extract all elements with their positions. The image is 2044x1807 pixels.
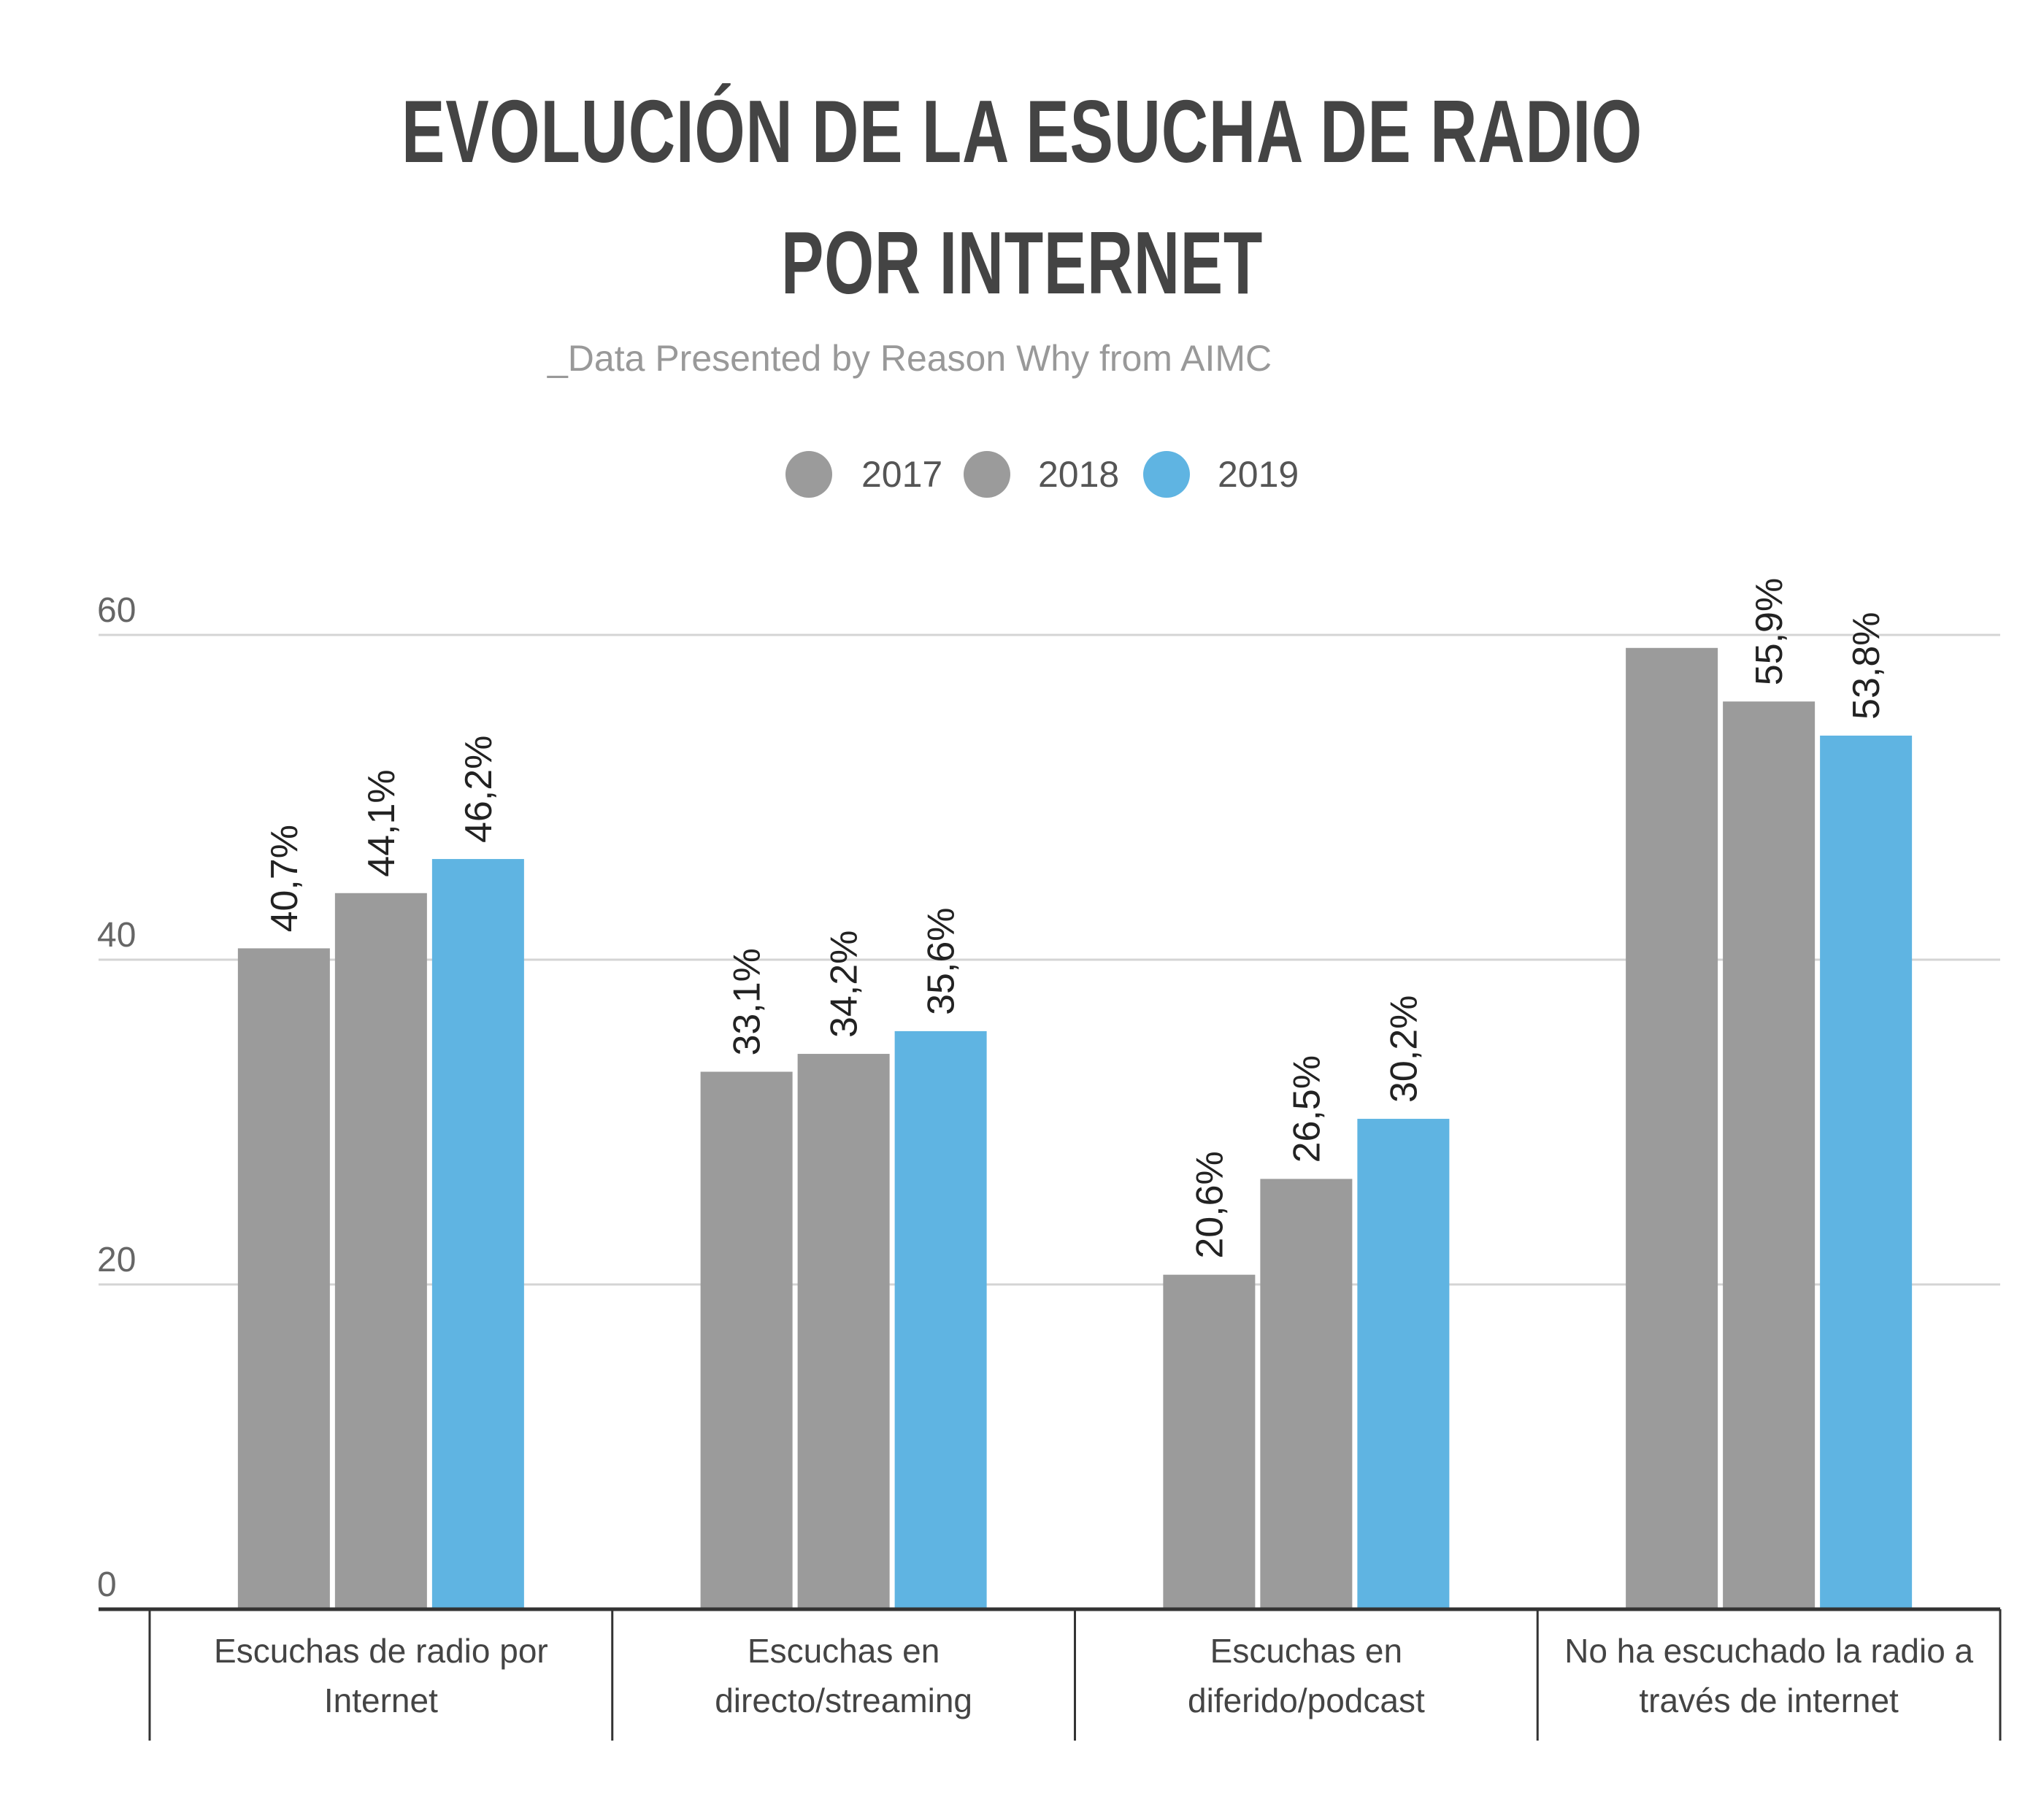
bars: 40,7% 44,1% 46,2% 33,1% 34,2% 35,6% 20,6% 26,5%… (237, 578, 1913, 1610)
legend-item-2018: 2018 (964, 451, 1119, 498)
bar-2017 (1626, 647, 1718, 1609)
legend-marker (785, 451, 832, 498)
bar-2019 (1357, 1119, 1450, 1609)
y-tick-label: 0 (97, 1565, 117, 1604)
x-category-label: Escuchas en diferido/podcast (1188, 1632, 1425, 1719)
y-tick-label: 60 (97, 591, 136, 630)
bar-2019 (431, 859, 524, 1609)
data-label: 20,6% (1188, 1151, 1231, 1258)
x-category-label: No ha escuchado la radio a través de inte… (1564, 1632, 1973, 1719)
bar-2017 (1163, 1274, 1256, 1609)
bar-group: 40,7% 44,1% 46,2% (237, 736, 524, 1609)
chart-title: EVOLUCIÓN DE LA ESUCHA DE RADIO POR INTE… (402, 82, 1642, 312)
data-label: 55,9% (1748, 578, 1791, 685)
x-category-label: Escuchas de radio por Internet (214, 1632, 548, 1719)
data-label: 34,2% (823, 931, 866, 1038)
data-label: 44,1% (361, 769, 403, 876)
chart-title-line-2: POR INTERNET (781, 213, 1263, 312)
data-label: 53,8% (1845, 612, 1888, 719)
data-label: 35,6% (921, 907, 963, 1014)
bar-group: 33,1% 34,2% 35,6% (700, 907, 987, 1609)
x-category-label: Escuchas en directo/streaming (715, 1632, 972, 1719)
data-label: 46,2% (458, 736, 500, 843)
bar-2019 (894, 1030, 987, 1609)
bar-group: 20,6% 26,5% 30,2% (1163, 995, 1450, 1609)
legend-label: 2017 (861, 454, 942, 495)
bar-2019 (1820, 735, 1913, 1610)
axes: Escuchas de radio por Internet Escuchas en… (99, 1607, 2002, 1741)
legend-item-2017: 2017 (785, 451, 942, 498)
data-label: 26,5% (1286, 1055, 1328, 1163)
bar-group: 55,9% 53,8% (1626, 578, 1913, 1610)
y-tick-label: 20 (97, 1241, 136, 1279)
bar-2017 (700, 1071, 793, 1609)
legend-item-2019: 2019 (1143, 451, 1299, 498)
legend: 2017 2018 2019 (785, 451, 1299, 498)
y-tick-label: 40 (97, 916, 136, 955)
legend-marker (1143, 451, 1190, 498)
legend-label: 2019 (1218, 454, 1299, 495)
chart-subtitle: _Data Presented by Reason Why from AIMC (547, 338, 1272, 379)
bar-2018 (797, 1054, 890, 1609)
bar-2018 (1260, 1179, 1353, 1609)
data-label: 40,7% (264, 825, 306, 932)
legend-marker (964, 451, 1010, 498)
chart-title-line-1: EVOLUCIÓN DE LA ESUCHA DE RADIO (402, 82, 1642, 181)
legend-label: 2018 (1038, 454, 1119, 495)
bar-2018 (1723, 701, 1816, 1609)
data-label: 30,2% (1383, 995, 1425, 1103)
bar-2018 (334, 893, 427, 1609)
data-label: 33,1% (726, 948, 769, 1055)
bar-2017 (237, 948, 330, 1609)
